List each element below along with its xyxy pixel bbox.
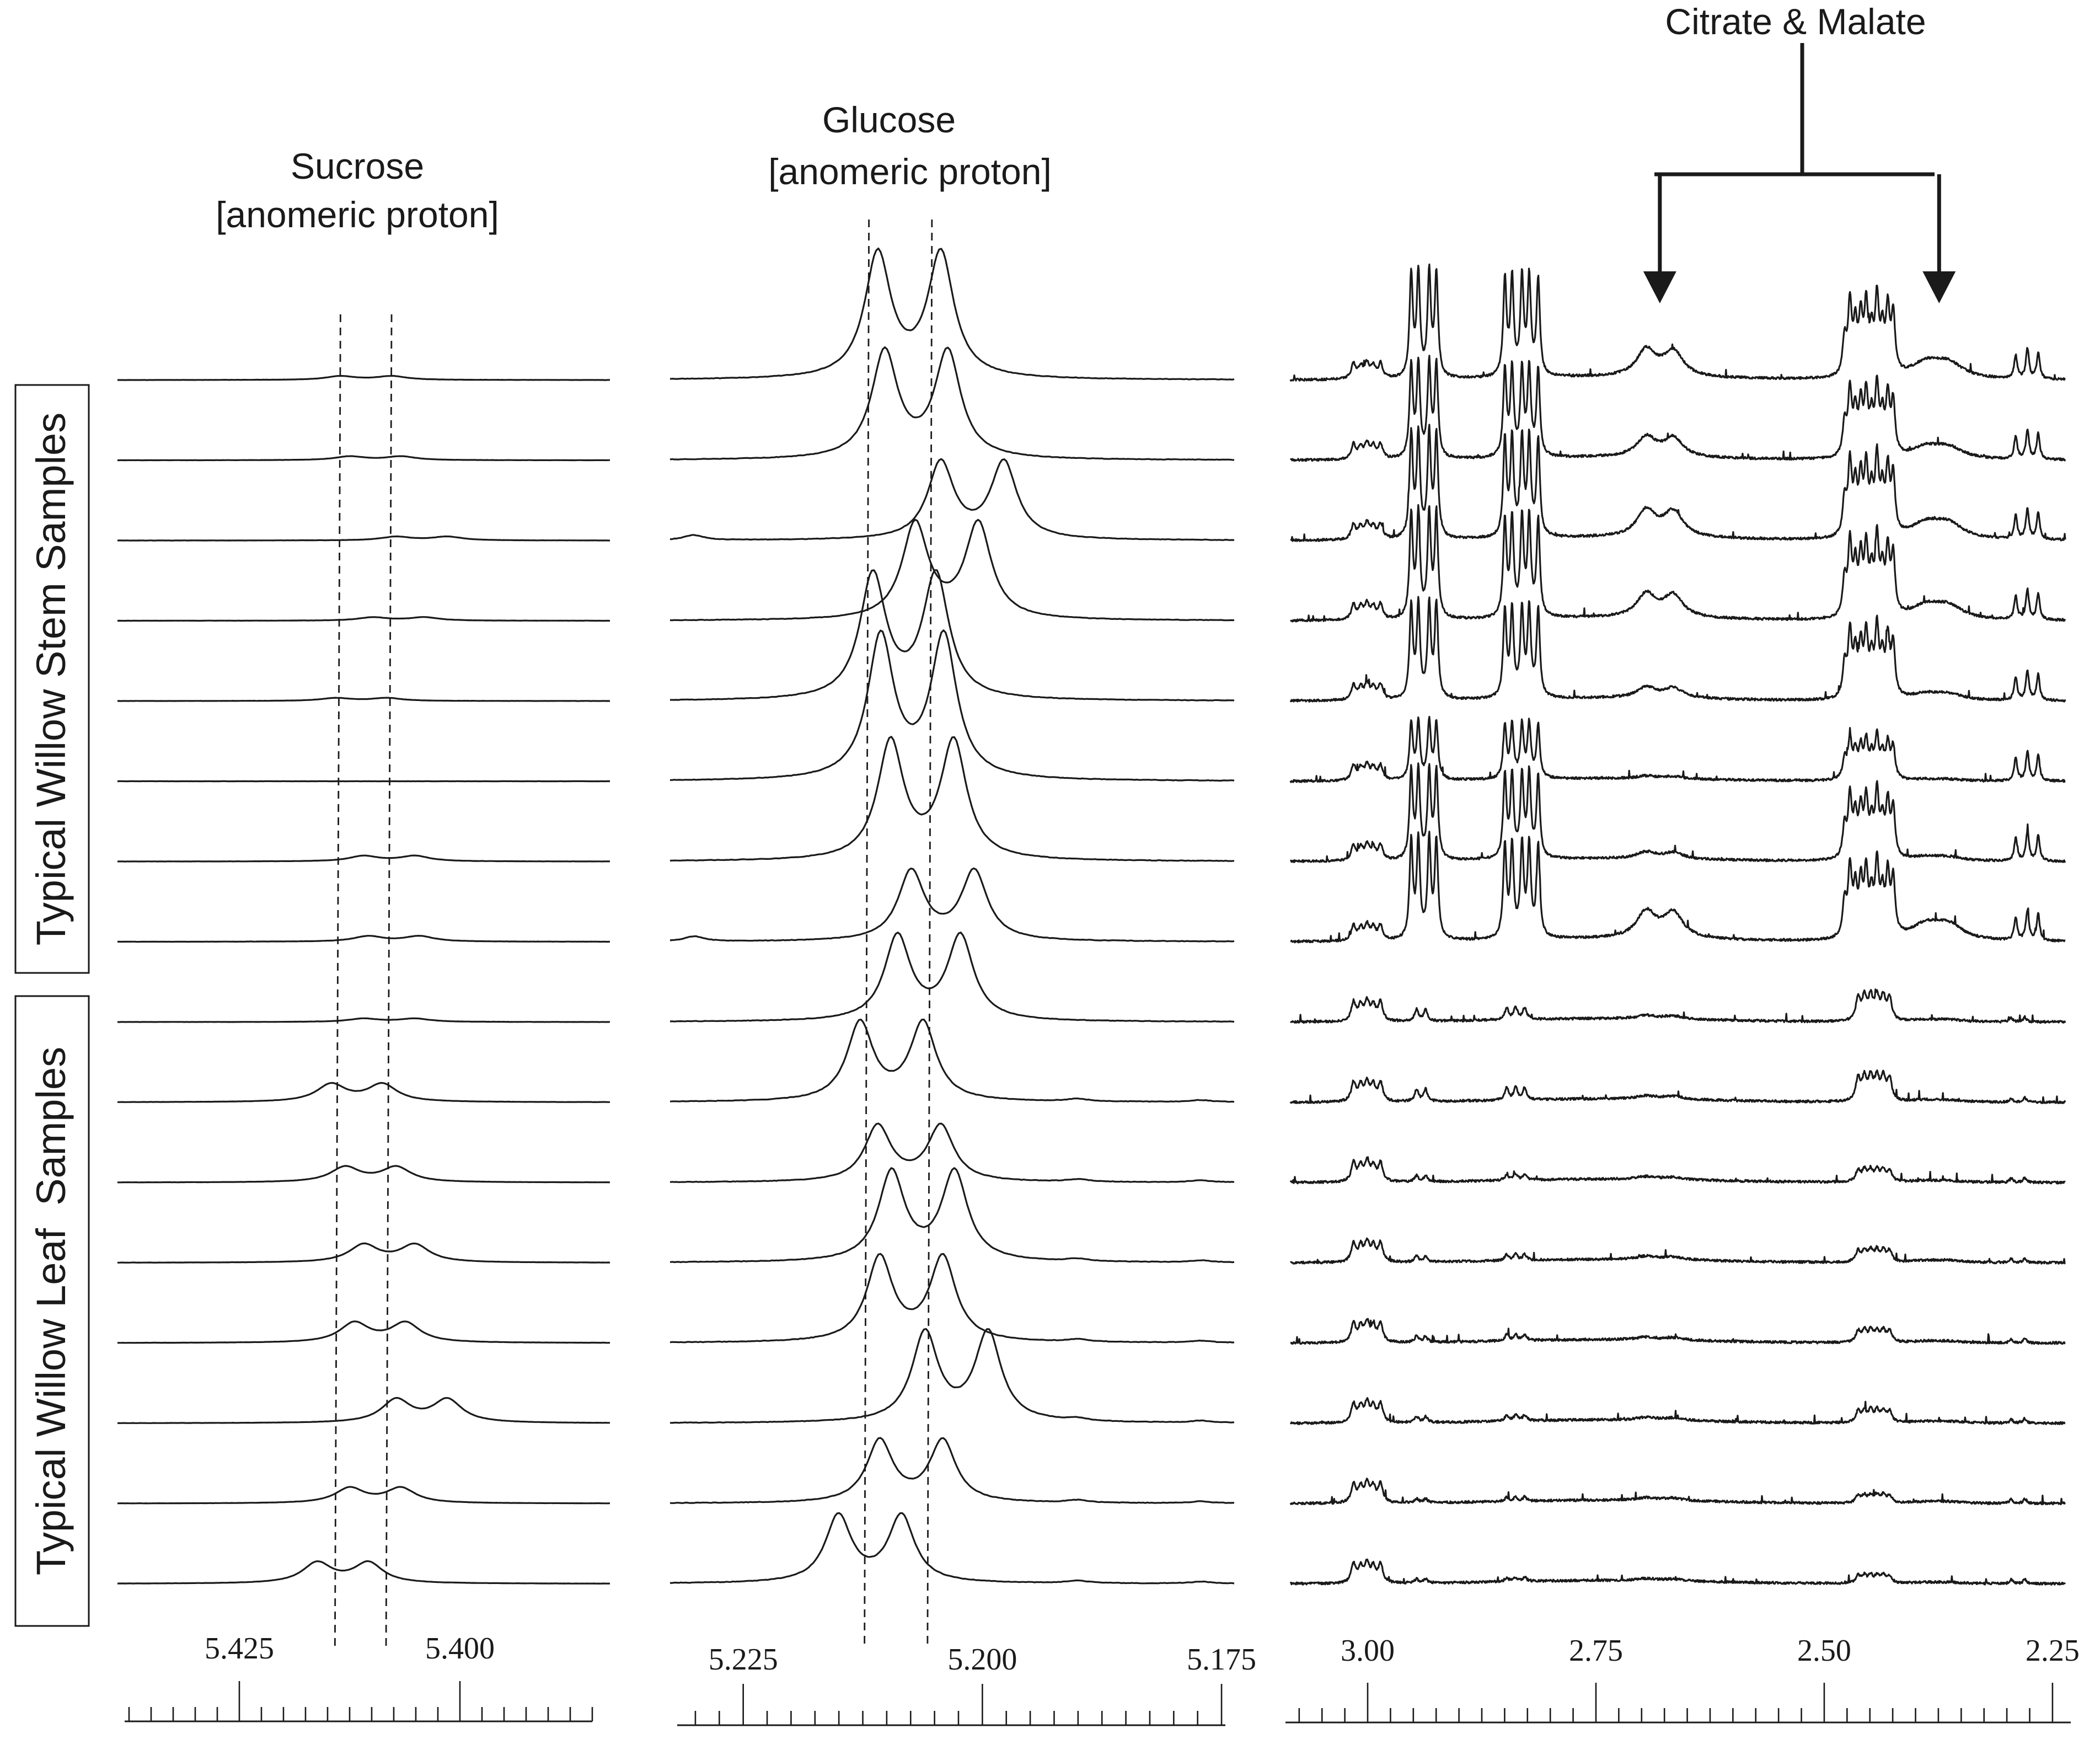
sucrose-spectrum-13: [117, 1320, 610, 1344]
glucose-guide-2: [926, 219, 933, 1647]
glucose-spectrum-4: [669, 518, 1235, 622]
organic-acids-spectrum-11: [1289, 1156, 2066, 1185]
organic-acids-spectrum-14: [1289, 1397, 2066, 1425]
glucose-title: Glucose: [822, 99, 956, 140]
organic-acids-tick-label: 2.25: [2026, 1634, 2080, 1668]
sucrose-guide-1: [334, 314, 341, 1647]
glucose-spectrum-12: [669, 1167, 1235, 1264]
sucrose-spectrum-9: [117, 1017, 610, 1023]
glucose-spectrum-11: [669, 1122, 1235, 1183]
glucose-tick-label: 5.175: [1187, 1642, 1256, 1677]
glucose-spectrum-14: [669, 1328, 1235, 1424]
organic-acids-spectrum-5: [1289, 596, 2066, 703]
glucose-spectrum-9: [669, 932, 1235, 1023]
sucrose-title: Sucrose: [291, 146, 424, 186]
glucose-spectrum-10: [669, 1018, 1235, 1103]
sucrose-tick-label: 5.425: [205, 1631, 274, 1666]
sucrose-spectrum-4: [117, 616, 610, 622]
organic-acids-spectrum-7: [1289, 762, 2066, 863]
sucrose-subtitle: [anomeric proton]: [216, 194, 499, 235]
arrow-down-right-icon: [1922, 271, 1956, 303]
glucose-tick-label: 5.200: [947, 1642, 1017, 1677]
organic-acids-tick-label: 3.00: [1341, 1634, 1395, 1668]
glucose-subtitle: [anomeric proton]: [768, 151, 1052, 192]
sucrose-spectrum-16: [117, 1560, 610, 1585]
organic-acids-spectrum-8: [1290, 831, 2066, 944]
organic-acids-spectrum-1: [1289, 263, 2066, 382]
guide-lines: [334, 219, 933, 1647]
glucose-spectrum-3: [669, 458, 1235, 541]
citrate-malate-title: Citrate & Malate: [1665, 1, 1926, 42]
organic-acids-tick-label: 2.50: [1797, 1634, 1851, 1668]
sucrose-guide-2: [385, 314, 393, 1647]
leaf-group-text: Typical Willow Leaf Samples: [28, 1047, 74, 1575]
glucose-spectrum-5: [670, 569, 1235, 702]
organic-acids-spectrum-6: [1289, 715, 2066, 783]
ppm-axes: 5.425 5.400 5.225 5.200 5.175 3.00 2.75 2.50 2.2…: [125, 1631, 2080, 1726]
glucose-spectrum-13: [669, 1253, 1235, 1344]
organic-acids-spectrum-9: [1290, 988, 2066, 1024]
sucrose-spectrum-1: [117, 374, 610, 381]
sucrose-tick-label: 5.400: [425, 1631, 495, 1666]
sucrose-spectrum-7: [117, 854, 610, 863]
leaf-group-frame: [14, 995, 90, 1627]
organic-acids-tick-label: 2.75: [1569, 1634, 1623, 1668]
arrow-down-left-icon: [1643, 271, 1676, 303]
sucrose-spectrum-14: [117, 1396, 610, 1424]
glucose-spectrum-6: [669, 629, 1235, 782]
stem-group-label: Typical Willow Stem Samples: [14, 384, 90, 974]
organic-acids-spectrum-10: [1289, 1069, 2066, 1104]
glucose-tick-label: 5.225: [709, 1642, 778, 1677]
sucrose-spectrum-5: [117, 697, 610, 702]
organic-acids-spectrum-12: [1290, 1237, 2066, 1265]
sucrose-spectrum-15: [117, 1486, 610, 1505]
glucose-spectrum-2: [669, 346, 1235, 461]
stem-group-text: Typical Willow Stem Samples: [28, 413, 74, 945]
sucrose-spectrum-2: [117, 455, 610, 462]
organic-acids-spectrum-2: [1289, 355, 2066, 462]
stem-group-frame: [14, 384, 90, 974]
organic-acids-spectrum-13: [1290, 1318, 2066, 1345]
sucrose-spectrum-12: [117, 1242, 610, 1264]
leaf-group-label: Typical Willow Leaf Samples: [14, 995, 90, 1627]
sucrose-spectrum-8: [117, 935, 610, 943]
glucose-spectrum-8: [669, 867, 1235, 943]
sucrose-spectrum-11: [117, 1165, 610, 1184]
spectra: [117, 247, 2066, 1586]
organic-acids-spectrum-15: [1289, 1478, 2066, 1506]
organic-acids-spectrum-4: [1290, 504, 2066, 623]
sucrose-spectrum-3: [117, 535, 610, 542]
organic-acids-spectrum-3: [1290, 424, 2066, 542]
glucose-spectrum-16: [670, 1512, 1235, 1585]
glucose-spectrum-1: [669, 247, 1235, 381]
citrate-malate-bracket: [1643, 43, 1956, 303]
sucrose-spectrum-10: [117, 1082, 610, 1103]
glucose-spectrum-15: [669, 1437, 1235, 1504]
glucose-spectrum-7: [669, 736, 1235, 862]
organic-acids-spectrum-16: [1289, 1558, 2066, 1586]
